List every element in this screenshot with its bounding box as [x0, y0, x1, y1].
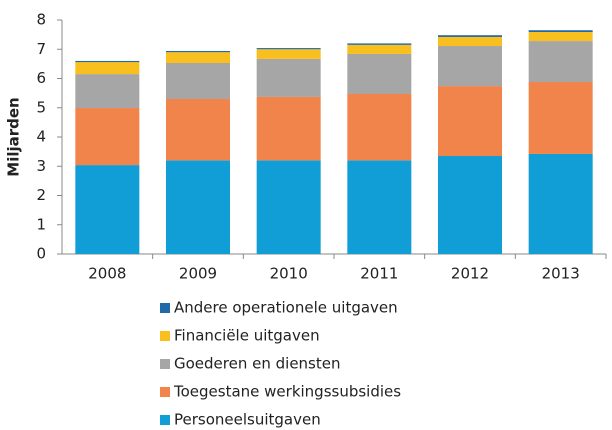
y-tick-label: 2 [36, 186, 46, 204]
bar-segment [347, 43, 412, 45]
legend-swatch [160, 415, 170, 425]
bar-segment [75, 60, 140, 63]
bar-segment [256, 49, 321, 59]
bar-segment [166, 98, 230, 161]
y-tick-label: 4 [36, 128, 46, 146]
bar-segment [438, 35, 502, 37]
x-tick-label: 2009 [179, 265, 217, 283]
bar-segment [528, 153, 593, 254]
y-axis-title: Miljarden [5, 97, 23, 176]
legend-swatch [160, 359, 170, 369]
bar-segment [438, 156, 502, 254]
legend-label: Goederen en diensten [174, 355, 340, 373]
bar-segment [256, 160, 321, 254]
x-tick-label: 2010 [270, 265, 308, 283]
bar-segment [166, 160, 230, 254]
y-tick-label: 1 [36, 215, 46, 233]
bar-segment [75, 165, 140, 254]
bar-segment [347, 53, 412, 95]
legend-label: Financiële uitgaven [174, 327, 320, 345]
legend-label: Toegestane werkingssubsidies [173, 383, 401, 401]
legend-swatch [160, 303, 170, 313]
x-tick-label: 2012 [451, 265, 489, 283]
bar-segment [438, 86, 502, 157]
y-tick-label: 3 [36, 157, 46, 175]
bar-segment [166, 62, 230, 99]
bar-segment [528, 31, 593, 42]
legend-label: Personeelsuitgaven [174, 411, 321, 429]
bar-segment [528, 41, 593, 83]
bar-segment [347, 160, 412, 254]
x-tick-label: 2008 [88, 265, 126, 283]
bar-segment [347, 44, 412, 54]
bar-segment [75, 62, 140, 75]
bar-segment [166, 52, 230, 63]
bar-segment [256, 48, 321, 50]
bar-segment [256, 96, 321, 161]
y-tick-label: 6 [36, 69, 46, 87]
x-tick-label: 2013 [542, 265, 580, 283]
y-tick-label: 5 [36, 98, 46, 116]
bar-segment [438, 36, 502, 47]
bar-segment [528, 82, 593, 154]
bar-segment [528, 30, 593, 32]
legend-swatch [160, 387, 170, 397]
bar-segment [438, 46, 502, 87]
bar-segment [256, 58, 321, 97]
bar-segment [347, 94, 412, 161]
bar-segment [75, 74, 140, 109]
legend-label: Andere operationele uitgaven [174, 299, 398, 317]
y-tick-label: 8 [36, 11, 46, 29]
y-tick-label: 0 [36, 245, 46, 263]
legend-swatch [160, 331, 170, 341]
bar-segment [75, 108, 140, 166]
y-tick-label: 7 [36, 40, 46, 58]
x-tick-label: 2011 [360, 265, 398, 283]
bar-segment [166, 51, 230, 53]
